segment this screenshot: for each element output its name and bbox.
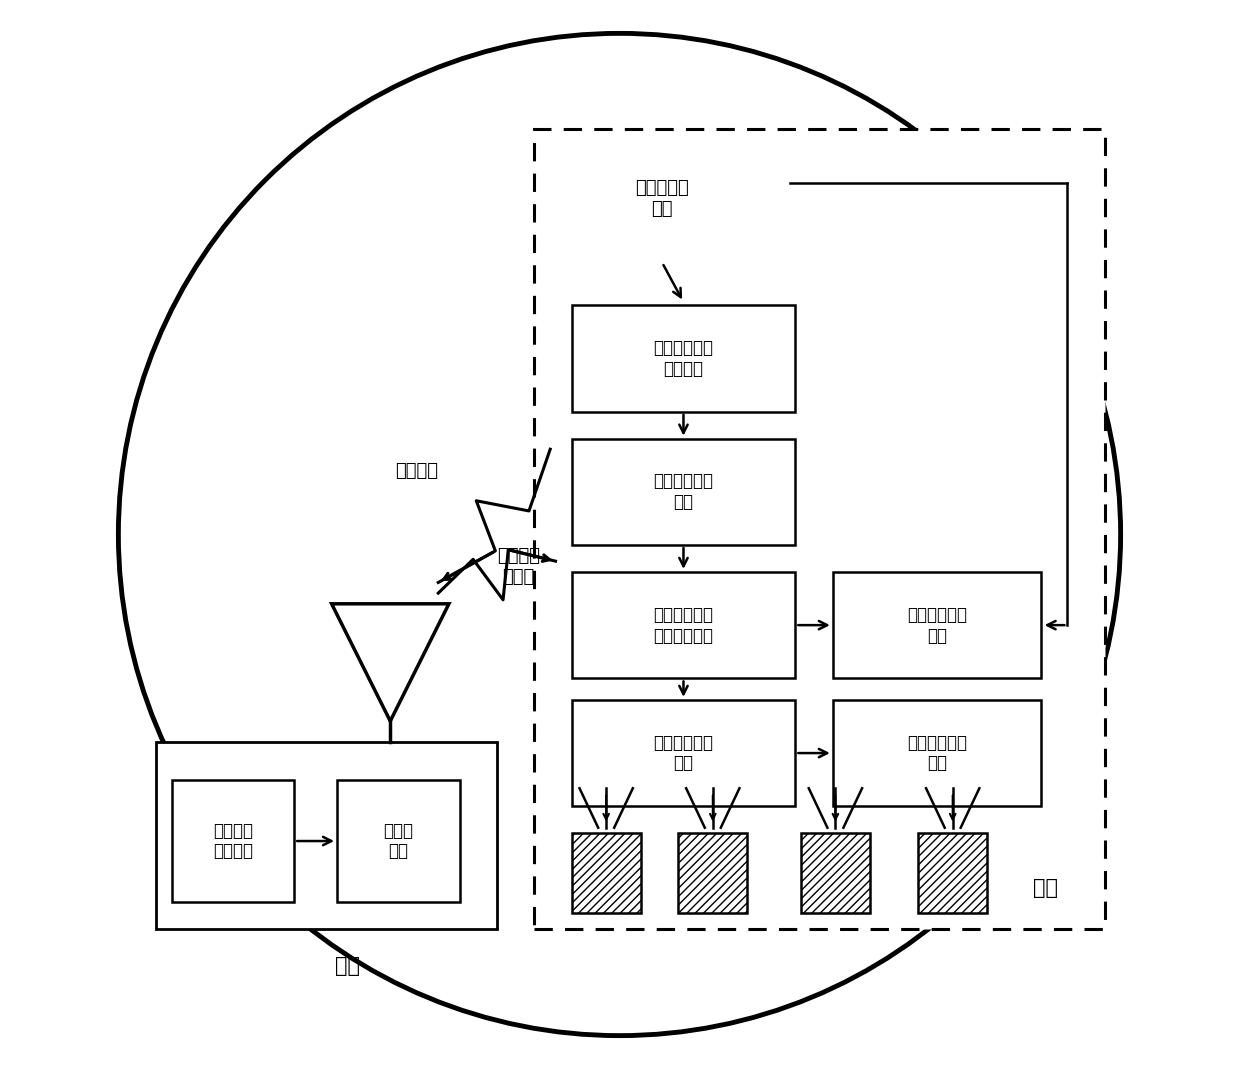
Bar (918, 833, 987, 913)
Bar (571, 572, 795, 679)
Text: 信道状态信息
获取单元: 信道状态信息 获取单元 (653, 339, 714, 378)
Text: 量化信息反馈
单元: 量化信息反馈 单元 (907, 733, 966, 773)
Bar (833, 572, 1041, 679)
Text: 码字矢量选择
单元: 码字矢量选择 单元 (653, 733, 714, 773)
Bar (534, 129, 1105, 929)
Bar (156, 742, 497, 929)
Bar (678, 833, 747, 913)
Text: 备选码字选择
单元: 备选码字选择 单元 (653, 472, 714, 511)
Bar (172, 779, 295, 902)
Bar (571, 306, 795, 412)
Text: 预编码
单元: 预编码 单元 (383, 822, 414, 861)
Text: 用户: 用户 (1033, 879, 1058, 898)
Bar (571, 438, 795, 545)
Text: 基站发射
的信息: 基站发射 的信息 (497, 547, 540, 586)
Bar (571, 833, 641, 913)
Text: 反馈信息: 反馈信息 (395, 462, 439, 480)
Text: 基站: 基站 (335, 957, 361, 976)
Text: 反馈信息
重构单元: 反馈信息 重构单元 (213, 822, 253, 861)
Bar (571, 700, 795, 806)
Bar (337, 779, 460, 902)
Text: 接收端预处理
单元: 接收端预处理 单元 (907, 606, 966, 645)
Text: 基站发射的
信息: 基站发射的 信息 (636, 180, 689, 218)
Text: 等效信道状态
矢量计算单元: 等效信道状态 矢量计算单元 (653, 606, 714, 645)
Bar (833, 700, 1041, 806)
Bar (800, 833, 870, 913)
